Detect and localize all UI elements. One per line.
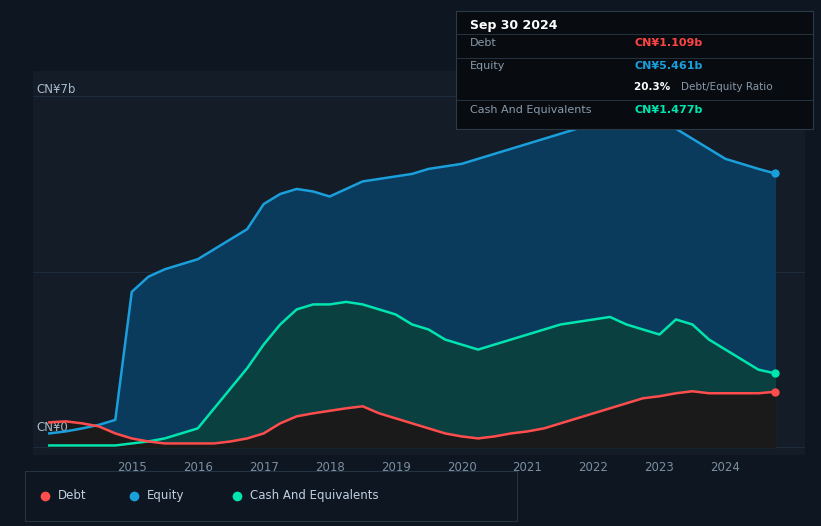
Text: Equity: Equity xyxy=(470,62,505,72)
Text: Cash And Equivalents: Cash And Equivalents xyxy=(250,489,378,502)
Text: CN¥5.461b: CN¥5.461b xyxy=(635,62,703,72)
Text: CN¥1.477b: CN¥1.477b xyxy=(635,105,703,115)
Text: 20.3%: 20.3% xyxy=(635,82,674,92)
Text: Debt: Debt xyxy=(470,38,497,48)
Text: Debt/Equity Ratio: Debt/Equity Ratio xyxy=(681,82,773,92)
Text: Equity: Equity xyxy=(147,489,184,502)
Text: Debt: Debt xyxy=(58,489,87,502)
Text: CN¥1.109b: CN¥1.109b xyxy=(635,38,703,48)
Text: CN¥0: CN¥0 xyxy=(37,421,68,434)
Text: CN¥7b: CN¥7b xyxy=(37,83,76,96)
Text: Sep 30 2024: Sep 30 2024 xyxy=(470,19,557,32)
Text: Cash And Equivalents: Cash And Equivalents xyxy=(470,105,591,115)
